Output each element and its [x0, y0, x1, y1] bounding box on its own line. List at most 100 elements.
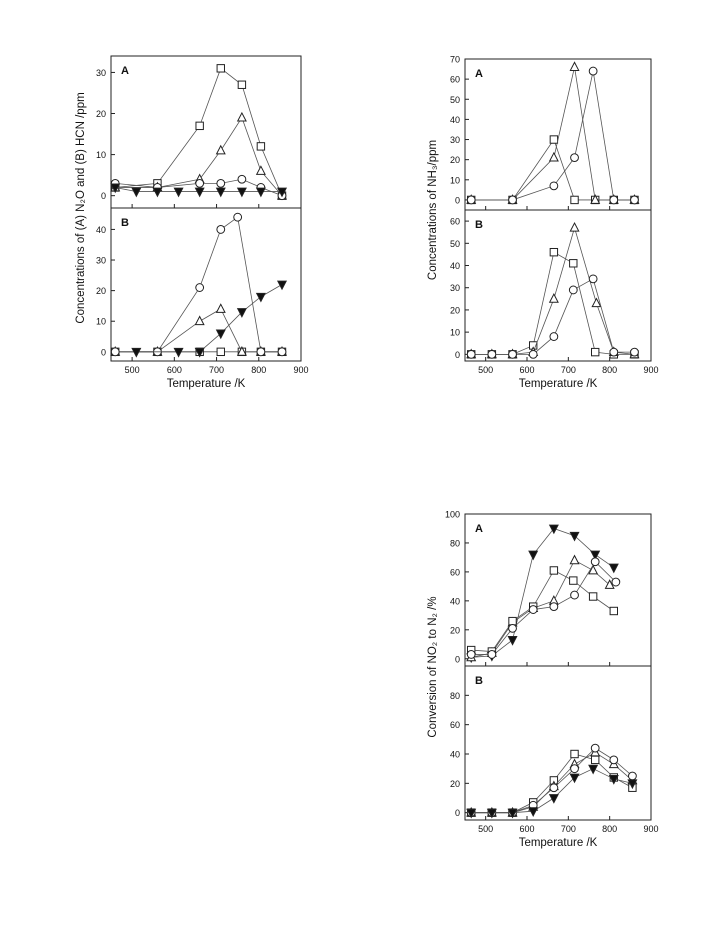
panel-B: B 0 10 20 30 40 50 60 — [450, 209, 652, 362]
y-tick-label: 50 — [450, 239, 460, 249]
data-point — [110, 347, 120, 357]
data-point — [569, 554, 580, 565]
x-tick-label: 600 — [519, 365, 534, 375]
panel-A: A 0 20 40 60 80 100 — [445, 510, 652, 667]
y-tick-label: 80 — [450, 691, 460, 701]
series-square — [467, 247, 639, 359]
data-point — [110, 183, 121, 194]
data-point — [466, 195, 476, 205]
x-tick-label: 700 — [561, 365, 576, 375]
y-tick-label: 30 — [450, 283, 460, 293]
data-point — [237, 174, 247, 184]
series-circle — [466, 274, 639, 359]
series-line — [471, 138, 635, 201]
data-point — [466, 808, 477, 819]
y-tick-label: 60 — [450, 217, 460, 227]
x-tick-label: 500 — [125, 365, 140, 375]
data-point — [256, 347, 266, 357]
y-tick-label: 20 — [96, 109, 106, 119]
x-tick-label: 800 — [602, 365, 617, 375]
data-point — [276, 187, 288, 198]
data-point — [508, 195, 517, 205]
data-point — [549, 602, 559, 612]
y-tick-label: 20 — [96, 286, 106, 296]
panel-label: A — [475, 68, 483, 80]
data-point — [508, 349, 517, 359]
data-point — [588, 592, 598, 601]
data-point — [591, 755, 600, 765]
y-tick-label: 30 — [96, 256, 106, 266]
data-point — [609, 195, 619, 205]
data-point — [569, 221, 580, 232]
panel-label: B — [121, 217, 129, 229]
data-point — [608, 775, 619, 785]
data-point — [236, 346, 247, 356]
series-circle — [466, 557, 621, 659]
data-point — [255, 187, 266, 198]
data-point — [277, 347, 287, 357]
data-point — [255, 165, 266, 175]
y-tick-label: 0 — [455, 654, 460, 664]
panel-frame — [464, 58, 652, 211]
y-tick-label: 80 — [450, 538, 460, 548]
panel-frame — [464, 665, 652, 821]
y-tick-label: 30 — [96, 68, 106, 78]
y-tick-label: 40 — [450, 750, 460, 760]
data-point — [508, 616, 517, 626]
data-point — [549, 247, 559, 257]
series-square — [467, 566, 618, 656]
data-point — [486, 808, 497, 819]
data-point — [216, 347, 225, 357]
y-tick-label: 50 — [450, 95, 460, 105]
y-tick-label: 0 — [455, 350, 460, 360]
x-tick-label: 600 — [519, 824, 534, 834]
data-point — [194, 315, 205, 326]
data-point — [604, 579, 615, 589]
data-point — [548, 293, 559, 303]
data-point — [131, 187, 142, 198]
data-point — [549, 135, 559, 144]
panel-label: B — [475, 219, 483, 231]
data-point — [507, 808, 518, 819]
panel-B: B 0 10 20 30 40 — [96, 207, 302, 362]
data-point — [152, 187, 163, 198]
y-tick-label: 20 — [450, 779, 460, 789]
data-point — [549, 566, 559, 575]
y-axis-label: Concentrations of NH₃/ppm — [427, 140, 439, 280]
data-point — [588, 66, 598, 76]
y-tick-label: 20 — [450, 305, 460, 315]
data-point — [570, 195, 579, 205]
data-point — [466, 349, 476, 359]
data-point — [570, 153, 579, 163]
series-line — [471, 569, 615, 652]
series-line — [471, 278, 635, 355]
data-point — [237, 80, 247, 89]
data-point — [507, 636, 518, 646]
y-tick-label: 40 — [96, 225, 106, 235]
data-point — [591, 347, 600, 357]
data-point — [276, 280, 288, 291]
x-tick-label: 500 — [478, 824, 493, 834]
data-point — [215, 329, 226, 340]
y-tick-label: 30 — [450, 135, 460, 145]
data-point — [195, 283, 205, 292]
x-tick-label: 500 — [478, 365, 493, 375]
panel-B: B 0 20 40 60 80 — [450, 665, 652, 821]
series-triangle-down — [110, 183, 288, 198]
data-point — [487, 650, 497, 659]
y-tick-label: 40 — [450, 261, 460, 271]
data-point — [195, 121, 204, 131]
panel-label: A — [475, 523, 483, 535]
data-point — [609, 606, 618, 616]
data-point — [528, 550, 539, 561]
x-axis-label: Temperature /K — [167, 378, 246, 390]
data-point — [548, 151, 559, 162]
data-point — [195, 178, 205, 188]
data-point — [466, 650, 476, 659]
x-tick-label: 600 — [167, 365, 182, 375]
y-axis-label: Concentrations of (A) N₂O and (B) HCN /p… — [75, 92, 87, 323]
data-point — [236, 308, 247, 318]
data-point — [236, 187, 247, 198]
chart-right-bottom: A 0 20 40 60 80 100 B 0 20 40 60 80 500 600 700 800 900 Te… — [427, 510, 659, 850]
data-point — [611, 577, 621, 587]
